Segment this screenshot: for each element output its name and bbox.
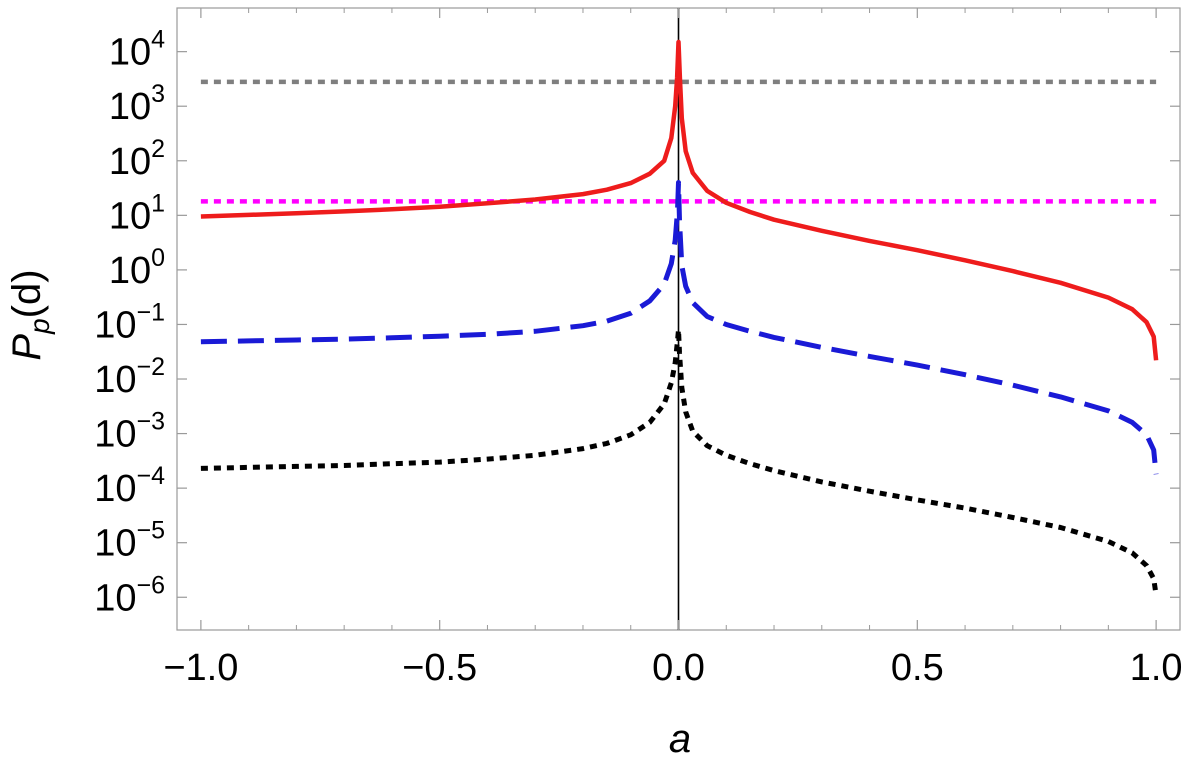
x-tick-labels: −1.0 −0.5 0.0 0.5 1.0 [163,647,1182,689]
y-tick-label-1: 104 [109,26,165,74]
y-tick-exponent: 2 [151,135,165,163]
y-tick-base: 10 [94,577,136,619]
x-tick-label-2: −0.5 [402,647,477,689]
y-tick-exponent: 0 [151,244,165,272]
y-tick-label-6: 10−1 [94,298,165,346]
y-tick-exponent: −3 [136,408,165,436]
y-tick-label-10: 10−5 [94,517,165,565]
y-axis-title: Pp(d) [5,269,55,360]
y-axis-title-subscript: p [24,318,55,335]
series-line-2 [200,180,1159,475]
y-tick-base: 10 [109,195,151,237]
y-tick-exponent: −2 [136,353,165,381]
y-tick-label-9: 10−4 [94,462,165,510]
y-tick-base: 10 [94,468,136,510]
x-tick-label-4: 0.5 [891,647,944,689]
x-tick-label-3: 0.0 [652,647,705,689]
x-tick-label-1: −1.0 [163,647,238,689]
series-line-1 [200,39,1159,361]
y-tick-exponent: 4 [151,26,165,54]
y-tick-base: 10 [109,250,151,292]
series-line-3 [200,327,1159,596]
y-tick-exponent: −1 [136,298,165,326]
y-tick-base: 10 [109,32,151,74]
y-tick-label-11: 10−6 [94,571,165,619]
y-tick-label-2: 103 [109,80,165,128]
y-tick-exponent: −6 [136,571,165,599]
y-tick-label-3: 102 [109,135,165,183]
ticks [177,8,1180,630]
y-tick-label-8: 10−3 [94,408,165,456]
y-tick-base: 10 [94,414,136,456]
y-tick-label-5: 100 [109,244,165,292]
y-tick-label-7: 10−2 [94,353,165,401]
y-tick-base: 10 [94,359,136,401]
y-tick-exponent: 1 [151,189,165,217]
reference-lines [200,79,1157,204]
y-tick-base: 10 [94,523,136,565]
x-tick-label-5: 1.0 [1130,647,1183,689]
y-tick-exponent: −5 [136,517,165,545]
x-axis-title: a [669,717,691,761]
y-tick-exponent: 3 [151,80,165,108]
y-tick-label-4: 101 [109,189,165,237]
y-tick-base: 10 [109,141,151,183]
y-axis-title-tail: (d) [5,269,49,318]
y-tick-base: 10 [94,304,136,346]
y-tick-exponent: −4 [136,462,165,490]
series-layer [200,39,1159,596]
y-tick-base: 10 [109,86,151,128]
